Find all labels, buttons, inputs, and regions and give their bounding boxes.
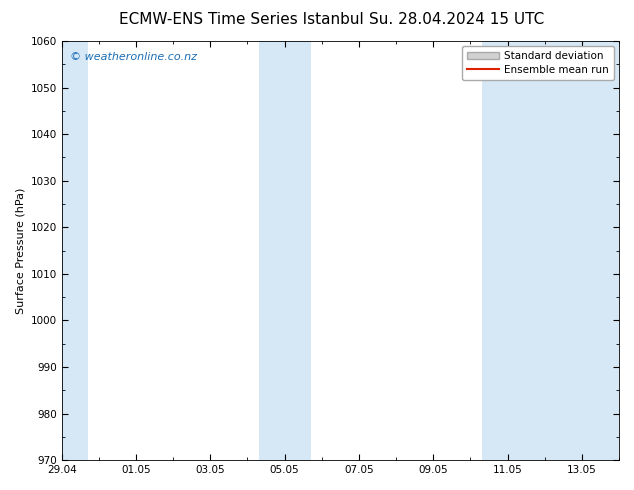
Bar [259,41,311,460]
Legend: Standard deviation, Ensemble mean run: Standard deviation, Ensemble mean run [462,46,614,80]
Text: Su. 28.04.2024 15 UTC: Su. 28.04.2024 15 UTC [369,12,544,27]
Text: ECMW-ENS Time Series Istanbul: ECMW-ENS Time Series Istanbul [119,12,363,27]
Y-axis label: Surface Pressure (hPa): Surface Pressure (hPa) [15,187,25,314]
Bar [482,41,619,460]
Bar [61,41,87,460]
Text: © weatheronline.co.nz: © weatheronline.co.nz [70,51,197,62]
